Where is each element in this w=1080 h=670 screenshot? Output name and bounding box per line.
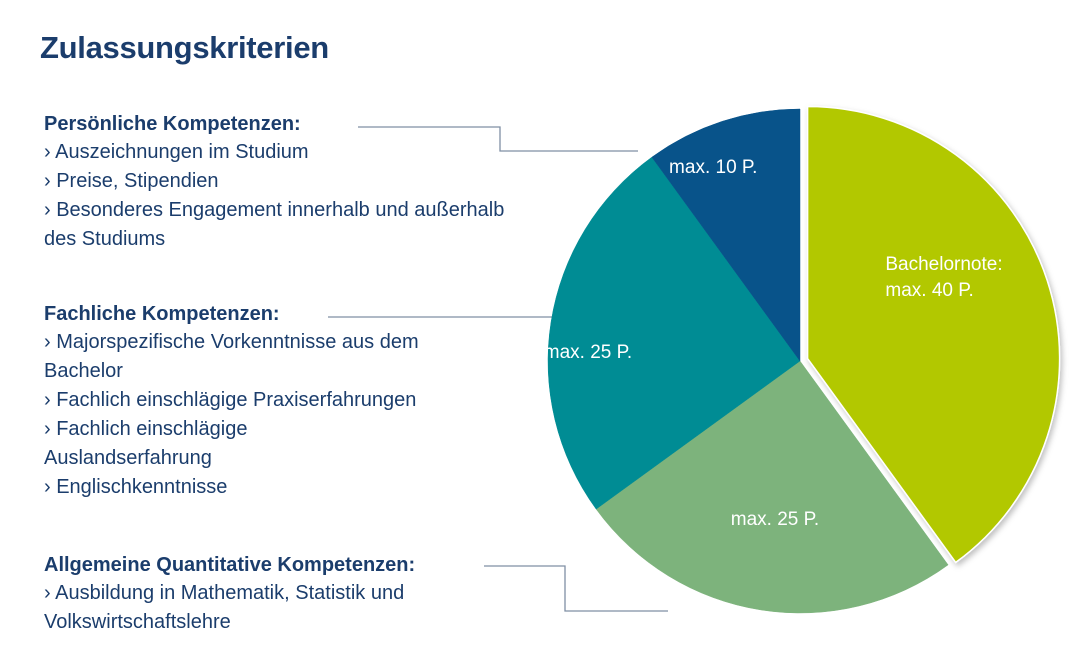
pie-slice-label-line: max. 10 P.	[669, 157, 758, 179]
section-fachliche-kompetenzen: Fachliche Kompetenzen: › Majorspezifisch…	[44, 300, 544, 502]
pie-slice-label-line: Bachelornote:	[885, 254, 1003, 276]
pie-slice-label-line: max. 40 P.	[885, 280, 974, 302]
list-item: › Besonderes Engagement innerhalb und au…	[44, 199, 505, 250]
section-title: Fachliche Kompetenzen:	[44, 303, 280, 325]
list-item: › Fachlich einschlägige Praxiserfahrunge…	[44, 389, 417, 411]
list-item: › Auszeichnungen im Studium	[44, 141, 309, 163]
page-title: Zulassungskriterien	[40, 30, 329, 65]
pie-slice-label-line: max. 25 P.	[730, 509, 820, 531]
section-title: Allgemeine Quantitative Kompetenzen:	[44, 554, 416, 576]
list-item: › Ausbildung in Mathematik, Statistik un…	[44, 582, 405, 633]
connector-line-quantitativ	[484, 565, 668, 612]
list-item: › Fachlich einschlägige Auslandserfahrun…	[44, 418, 248, 469]
list-item: › Majorspezifische Vorkenntnisse aus dem…	[44, 331, 419, 382]
pie-slice-1	[595, 360, 949, 614]
pie-slice-label-3: max. 10 P.	[669, 155, 757, 181]
pie-slice-label-1: max. 25 P.	[731, 507, 819, 533]
section-allgemeine-quantitative-kompetenzen: Allgemeine Quantitative Kompetenzen: › A…	[44, 551, 544, 637]
list-item: › Preise, Stipendien	[44, 170, 219, 192]
pie-slice-label-line: max. 25 P.	[543, 342, 633, 364]
pie-slice-label-2: max. 25 P.	[544, 340, 632, 366]
pie-slice-label-0: Bachelornote: max. 40 P.	[885, 252, 1002, 304]
connector-lines	[328, 126, 668, 612]
section-title: Persönliche Kompetenzen:	[44, 113, 301, 135]
section-persoenliche-kompetenzen: Persönliche Kompetenzen: › Auszeichnunge…	[44, 110, 544, 254]
list-item: › Englischkenntnisse	[44, 476, 228, 498]
pie-slice-2	[547, 156, 801, 510]
pie-slice-0	[806, 105, 1061, 564]
connector-line-persoenlich	[358, 126, 638, 152]
pie-slice-3	[651, 108, 801, 362]
